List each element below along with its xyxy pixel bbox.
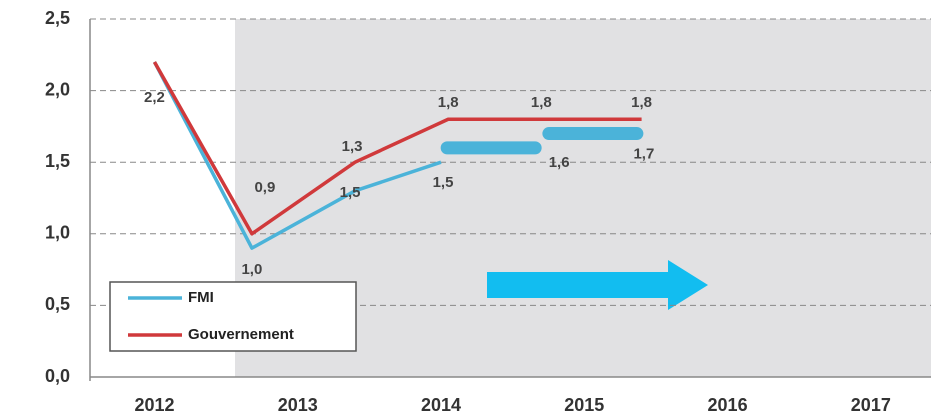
data-label: 1,8: [531, 94, 552, 111]
data-label: 1,6: [549, 154, 570, 171]
x-tick-label: 2012: [134, 395, 174, 415]
y-tick-label: 2,5: [45, 8, 70, 28]
x-tick-label: 2015: [564, 395, 604, 415]
data-label: 1,8: [438, 94, 459, 111]
data-label: 2,2: [144, 89, 165, 106]
data-label: 1,5: [433, 174, 454, 191]
data-label: 1,3: [342, 138, 363, 155]
x-tick-label: 2017: [851, 395, 891, 415]
legend: [109, 281, 357, 352]
x-tick-label: 2016: [708, 395, 748, 415]
y-tick-label: 2,0: [45, 79, 70, 99]
y-tick-label: 1,0: [45, 223, 70, 243]
arrow: [487, 260, 708, 310]
y-tick-label: 0,0: [45, 366, 70, 386]
y-tick-label: 1,5: [45, 151, 70, 171]
data-label: 1,5: [340, 184, 361, 201]
y-tick-label: 0,5: [45, 294, 70, 314]
data-label: 1,8: [631, 94, 652, 111]
x-tick-label: 2013: [278, 395, 318, 415]
legend-label: Gouvernement: [188, 326, 294, 343]
data-label: 1,0: [241, 261, 262, 278]
data-label: 1,7: [633, 146, 654, 163]
series-line: [152, 61, 642, 236]
x-tick-label: 2014: [421, 395, 461, 415]
data-label: 0,9: [254, 179, 275, 196]
legend-label: FMI: [188, 289, 214, 306]
series-line: [152, 61, 442, 250]
